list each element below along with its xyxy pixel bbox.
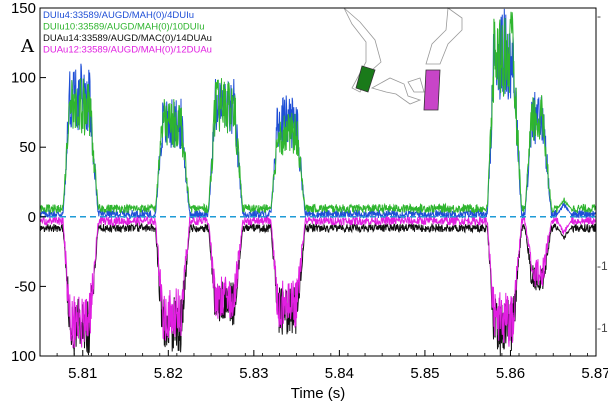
x-tick-label: 5.82: [154, 365, 183, 382]
axes: 5.81 5.82 5.83 5.84 5.85 5.86 5.87 150 100 50 0 -50…: [11, 0, 608, 382]
x-tick-label: 5.81: [68, 365, 97, 382]
inset-outline-right: [425, 7, 463, 65]
right-axis-ticks: - -1 -1: [597, 9, 608, 335]
x-tick-label: 5.85: [410, 365, 439, 382]
series-layer: [39, 8, 597, 356]
plot-frame: [39, 7, 597, 357]
inset-coil-diagram: [343, 7, 463, 111]
x-tick-label: 5.87: [581, 365, 608, 382]
legend-entry-1: DUIu10:33589/AUGD/MAH(0)/10DUIu: [43, 22, 205, 33]
legend-entry-2: DUAu14:33589/AUGD/MAC(0)/14DUAu: [43, 33, 212, 44]
unit-label: A: [20, 36, 35, 57]
x-tick-label: 5.84: [325, 365, 354, 382]
series-line-3: [39, 214, 597, 348]
x-axis-label: Time (s): [291, 385, 345, 402]
y-tick-label: 0: [28, 209, 36, 226]
y-tick-label: 150: [11, 0, 36, 17]
legend: DUIu4:33589/AUGD/MAH(0)/4DUIuDUIu10:3358…: [43, 10, 212, 56]
inset-divertor-2: [407, 77, 425, 93]
inset-divertor: [370, 77, 422, 105]
legend-entry-3: DUAu12:33589/AUGD/MAH(0)/12DUAu: [43, 45, 212, 56]
series-line-1: [39, 11, 597, 215]
x-tick-label: 5.86: [496, 365, 525, 382]
inset-coil-right: [423, 69, 441, 111]
right-axis-tick-label: -: [597, 9, 601, 23]
y-tick-label: 100: [11, 348, 36, 365]
right-axis-tick-label: -1: [597, 321, 608, 335]
right-axis-tick-label: -1: [597, 259, 608, 273]
legend-entry-0: DUIu4:33589/AUGD/MAH(0)/4DUIu: [43, 10, 194, 21]
inset-coil-left: [355, 65, 376, 93]
x-tick-label: 5.83: [239, 365, 268, 382]
y-tick-label: 50: [19, 139, 36, 156]
y-tick-label: 100: [11, 70, 36, 87]
y-tick-label: -50: [14, 278, 36, 295]
